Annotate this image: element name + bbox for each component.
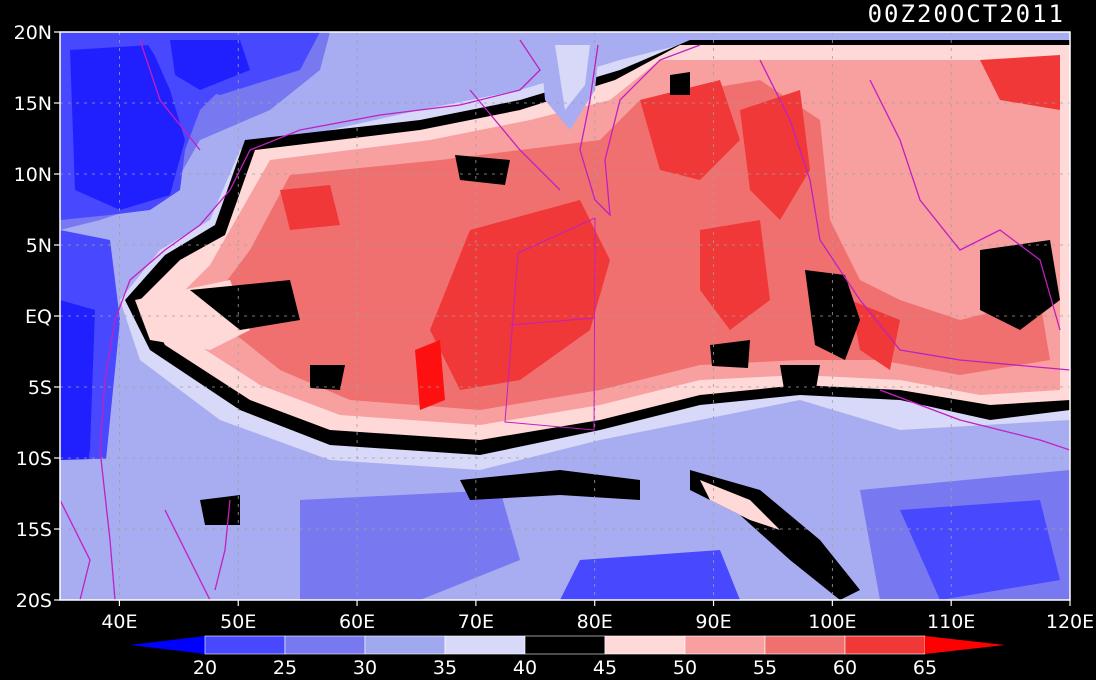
- lat-tick-label: 20N: [14, 22, 52, 44]
- colorbar-label: 55: [753, 657, 777, 679]
- lon-tick-label: 70E: [458, 611, 494, 633]
- colorbar-over-arrow: [925, 636, 1005, 654]
- lat-tick-label: 15S: [16, 519, 52, 541]
- colorbar-under-arrow: [130, 636, 205, 654]
- lon-tick-label: 80E: [577, 611, 613, 633]
- lat-tick-label: 10N: [14, 164, 52, 186]
- lat-axis: 20N 15N 10N 5N EQ 5S 10S 15S 20S: [14, 22, 60, 612]
- lon-tick-label: 90E: [695, 611, 731, 633]
- colorbar-segment: [204, 635, 286, 655]
- colorbar-label: 45: [593, 657, 617, 679]
- colorbar-segment: [764, 635, 846, 655]
- grid-lines: [60, 32, 1070, 600]
- colorbar-label: 50: [673, 657, 697, 679]
- colorbar-segment: [284, 635, 366, 655]
- colorbar-label: 20: [193, 657, 217, 679]
- colorbar-segment: [524, 635, 606, 655]
- colorbar-label: 65: [913, 657, 937, 679]
- lon-tick-label: 100E: [808, 611, 856, 633]
- lon-axis: 40E 50E 60E 70E 80E 90E 100E 110E 120E: [101, 600, 1094, 633]
- colorbar-label: 40: [513, 657, 537, 679]
- lon-tick-label: 60E: [339, 611, 375, 633]
- lat-tick-label: 5S: [28, 377, 52, 399]
- colorbar-label: 25: [273, 657, 297, 679]
- colorbar-label: 30: [353, 657, 377, 679]
- colorbar-segment: [364, 635, 446, 655]
- timestamp-label: 00Z20OCT2011: [868, 0, 1065, 28]
- colorbar-label: 60: [833, 657, 857, 679]
- lat-tick-label: 5N: [26, 235, 52, 257]
- coastlines: [60, 39, 1070, 600]
- lon-tick-label: 40E: [101, 611, 137, 633]
- colorbar-labels: 20 25 30 35 40 45 50 55 60 65: [193, 657, 937, 679]
- lat-tick-label: EQ: [25, 306, 52, 328]
- lat-tick-label: 10S: [16, 448, 52, 470]
- colorbar-segment: [444, 635, 526, 655]
- lon-tick-label: 120E: [1046, 611, 1094, 633]
- colorbar-segment: [684, 635, 766, 655]
- colorbar-segment: [844, 635, 926, 655]
- lon-tick-label: 110E: [927, 611, 975, 633]
- lat-tick-label: 15N: [14, 93, 52, 115]
- colorbar-segment: [604, 635, 686, 655]
- lon-tick-label: 50E: [220, 611, 256, 633]
- colorbar-label: 35: [433, 657, 457, 679]
- lat-tick-label: 20S: [16, 590, 52, 612]
- region-boxes: [504, 217, 596, 431]
- colorbar: [130, 635, 1005, 655]
